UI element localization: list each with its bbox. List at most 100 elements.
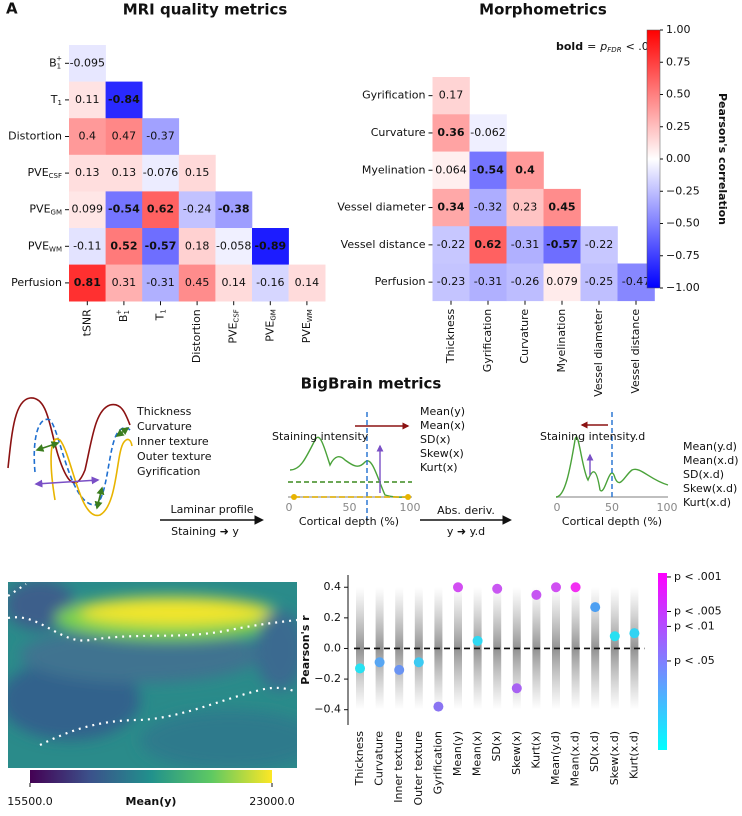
- x-tick-label: Kurt(x.d): [627, 731, 640, 779]
- column-label: tSNR: [80, 309, 93, 337]
- cell-value: 0.064: [435, 163, 467, 176]
- point: [590, 602, 601, 613]
- heatmap-cell: [178, 228, 216, 265]
- heatmap-cell: [142, 154, 180, 192]
- heatmap-cell: [288, 264, 326, 302]
- cell-value: 0.52: [110, 239, 137, 252]
- cell-value: 0.4: [79, 130, 97, 143]
- brain-map: [8, 582, 297, 768]
- heatmap-cell: [69, 118, 106, 156]
- heatmap-cell: [142, 264, 180, 302]
- column-label-sub: 1: [123, 310, 131, 314]
- heatmap-cell: [469, 263, 507, 302]
- point: [609, 631, 620, 642]
- column-label: PVECSF: [227, 309, 241, 343]
- y-axis-label: Staining intensity.d: [540, 430, 645, 443]
- column-label-sub: GM: [269, 309, 277, 320]
- heatmap-cell: [432, 151, 470, 190]
- x-tick-label: Mean(y.d): [549, 731, 562, 785]
- chart-title: Morphometrics: [479, 1, 607, 19]
- column-label-sub: CSF: [233, 309, 241, 322]
- heatmap-cell: [469, 188, 507, 227]
- heatmap-cell: [543, 263, 581, 302]
- cell-value: 0.81: [74, 276, 101, 289]
- metric-label: Mean(x): [420, 419, 465, 432]
- x-tick-label: 50: [605, 501, 619, 514]
- cell-value: -0.22: [585, 238, 613, 251]
- heatmap-cell: [215, 191, 253, 229]
- x-tick-label: Mean(y): [451, 731, 464, 776]
- row-label-sub: WM: [49, 245, 62, 253]
- heatmap-cell: [142, 228, 180, 265]
- cell-value: -0.38: [218, 203, 250, 216]
- cell-value: 0.62: [474, 238, 501, 251]
- row-label: PVEGM: [29, 203, 62, 217]
- colorbar-tick-label: −0.50: [666, 217, 700, 230]
- cell-value: -0.31: [146, 276, 174, 289]
- row-label-base: T: [50, 93, 58, 106]
- y-tick-label: −0.2: [314, 672, 341, 685]
- colorbar-tick-label: 0.75: [666, 55, 691, 68]
- heatmap-cell: [69, 264, 106, 302]
- colorbar-tick-label: −0.25: [666, 184, 700, 197]
- x-tick-label: Curvature: [373, 731, 386, 786]
- heatmap-cell: [105, 118, 143, 156]
- point: [374, 657, 385, 668]
- column-label-base: PVE: [300, 322, 313, 343]
- row-label-base: B: [49, 56, 57, 69]
- colorbar-tick-label: 23000.0: [249, 795, 295, 808]
- cell-value: 0.15: [185, 166, 210, 179]
- row-label-sup: +: [56, 54, 62, 62]
- heatmap-cell: [506, 151, 544, 190]
- x-tick-label: 100: [657, 501, 678, 514]
- x-tick-label: Inner texture: [392, 731, 405, 803]
- y-tick-label: 0.2: [324, 611, 342, 624]
- point: [511, 683, 522, 694]
- colorbar-tick-label: p < .01: [674, 619, 715, 632]
- heatmap-cell: [506, 226, 544, 264]
- column-label: T1: [154, 309, 168, 321]
- column-label-base: T: [154, 313, 167, 321]
- heatmap-cell: [178, 191, 216, 229]
- cell-value: 0.34: [437, 201, 464, 214]
- cell-value: -0.22: [437, 238, 465, 251]
- cell-value: -0.062: [470, 126, 505, 139]
- cell-value: -0.54: [472, 163, 504, 176]
- heatmap-cell: [142, 118, 180, 156]
- step-label: Staining ➜ y: [171, 525, 239, 538]
- metric-label: Mean(x.d): [683, 454, 739, 467]
- heatmap-cell: [178, 264, 216, 302]
- cell-value: -0.25: [585, 275, 613, 288]
- cell-value: 0.18: [185, 239, 210, 252]
- y-tick-label: 0.4: [324, 580, 342, 593]
- cell-value: -0.24: [183, 203, 211, 216]
- column-label-sub: 1: [160, 309, 168, 313]
- heatmap-cell: [580, 226, 618, 264]
- column-label: Vessel distance: [629, 309, 642, 394]
- step-label: Laminar profile: [170, 503, 253, 516]
- cell-value: -0.095: [70, 56, 105, 69]
- metric-label: Skew(x.d): [683, 482, 737, 495]
- row-label-sub: 1: [57, 62, 61, 70]
- cell-value: -0.47: [622, 275, 650, 288]
- x-tick-label: Mean(x.d): [569, 731, 582, 787]
- feature-label: Thickness: [136, 405, 192, 418]
- x-tick-label: Thickness: [353, 731, 366, 787]
- heatmap-cell: [69, 81, 106, 119]
- cell-value: -0.57: [546, 238, 578, 251]
- heatmap-cell: [69, 45, 106, 82]
- colorbar-label: Mean(y): [126, 795, 177, 808]
- section-title: BigBrain metrics: [301, 375, 442, 393]
- heatmap-cell: [69, 228, 106, 265]
- cell-value: -0.26: [511, 275, 539, 288]
- x-axis-label: Cortical depth (%): [562, 515, 662, 528]
- column-label: Curvature: [518, 309, 531, 364]
- point: [472, 635, 483, 646]
- heatmap-cell: [543, 188, 581, 227]
- row-label: PVECSF: [28, 166, 62, 180]
- cell-value: 0.14: [295, 276, 320, 289]
- cell-value: 0.47: [112, 130, 137, 143]
- heatmap-cell: [543, 226, 581, 264]
- y-tick-label: 0.0: [324, 641, 342, 654]
